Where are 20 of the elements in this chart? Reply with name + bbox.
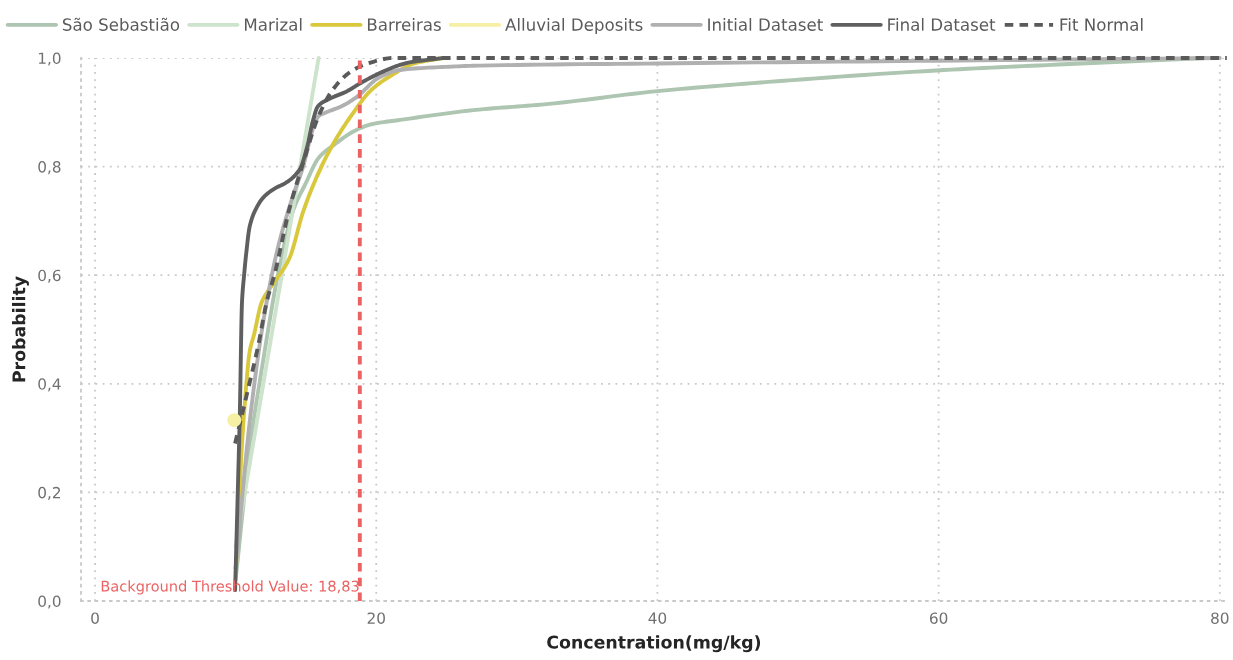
y-tick-label: 0,2 [38,486,61,500]
x-tick-label: 40 [648,612,667,624]
legend-label: Alluvial Deposits [505,17,643,35]
y-tick-label: 1,0 [38,52,61,66]
y-tick-label: 0,6 [38,269,61,283]
legend-label: São Sebastião [62,17,180,31]
y-axis-title: Probability [12,276,29,382]
x-tick-label: 0 [91,612,99,624]
legend-label: Fit Normal [1060,17,1143,31]
legend-label: Initial Dataset [708,17,823,31]
y-tick-label: 0,0 [38,595,61,609]
y-tick-label: 0,4 [38,378,61,392]
y-tick-label: 0,8 [38,161,61,175]
x-axis-title: Concentration(mg/kg) [547,635,761,653]
x-tick-label: 80 [1211,612,1229,624]
legend-label: Final Dataset [888,17,996,31]
x-tick-label: 20 [367,612,385,624]
x-tick-label: 60 [929,612,948,624]
legend-label: Marizal [244,17,302,31]
legend-label: Barreiras [367,17,441,31]
